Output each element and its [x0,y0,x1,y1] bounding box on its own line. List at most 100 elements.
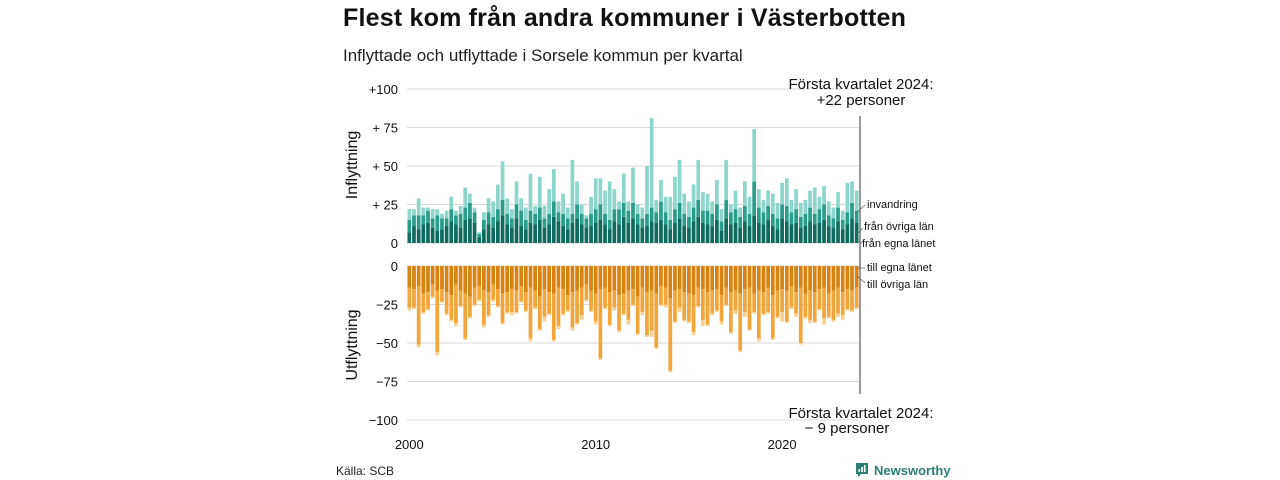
bar-utflyttning-egna [812,266,817,293]
bar-utflyttning-egna [505,266,510,293]
bar-inflyttning-ovriga [631,202,635,219]
bar-utflyttning-utvandring [812,321,817,323]
bar-utflyttning-utvandring [528,338,533,342]
bar-inflyttning-egna [794,222,798,243]
bar-inflyttning-egna [407,232,412,243]
bar-utflyttning-ovriga [798,287,803,343]
bar-utflyttning-ovriga [519,286,524,302]
bar-inflyttning-egna [822,219,826,243]
bar-utflyttning-ovriga [486,292,491,316]
bar-inflyttning-egna [850,218,854,243]
bar-inflyttning-egna [808,221,812,243]
bar-utflyttning-egna [766,266,770,288]
bar-inflyttning-ovriga [673,209,677,223]
bar-inflyttning-invandring [421,207,426,216]
bar-inflyttning-egna [514,218,519,243]
x-tick-label: 2000 [395,437,424,452]
bar-utflyttning-utvandring [733,310,738,314]
bar-utflyttning-egna [724,266,729,288]
bar-utflyttning-utvandring [845,309,850,311]
bar-inflyttning-ovriga [454,215,458,225]
bar-utflyttning-ovriga [640,287,645,313]
bar-utflyttning-ovriga [556,287,561,327]
bar-inflyttning-egna [440,229,444,243]
bar-utflyttning-egna [598,266,603,290]
bar-inflyttning-ovriga [668,219,673,230]
bar-inflyttning-egna [416,229,421,243]
bars [407,118,859,373]
bar-utflyttning-utvandring [565,310,570,313]
bar-utflyttning-utvandring [519,301,524,303]
bar-utflyttning-egna [435,266,440,291]
y-tick-label-bottom: −100 [369,413,398,428]
bar-inflyttning-invandring [496,184,500,210]
bar-inflyttning-egna [430,227,435,243]
bar-inflyttning-invandring [533,206,538,214]
bar-utflyttning-utvandring [584,299,589,302]
bar-utflyttning-egna [621,266,626,294]
bar-utflyttning-utvandring [766,312,770,314]
bar-inflyttning-ovriga [854,210,859,223]
bar-utflyttning-ovriga [719,295,724,322]
bar-utflyttning-utvandring [421,312,426,314]
bar-utflyttning-utvandring [682,319,687,322]
bar-utflyttning-ovriga [631,289,635,305]
bar-utflyttning-ovriga [705,292,710,325]
bar-inflyttning-invandring [500,161,505,200]
bar-utflyttning-utvandring [780,312,784,322]
bar-inflyttning-egna [784,221,789,243]
bar-utflyttning-utvandring [808,319,812,323]
bar-utflyttning-ovriga [412,289,416,308]
bar-utflyttning-utvandring [645,335,649,337]
bar-utflyttning-utvandring [486,315,491,317]
bar-utflyttning-utvandring [607,324,612,327]
bar-inflyttning-invandring [705,193,710,211]
bar-inflyttning-ovriga [635,213,640,225]
bar-inflyttning-invandring [733,190,738,210]
bar-utflyttning-egna [547,266,551,293]
bar-utflyttning-utvandring [547,313,551,316]
y-axis-title-bottom: Utflyttning [344,309,361,380]
bar-inflyttning-egna [682,226,687,243]
bar-inflyttning-egna [584,227,589,243]
bar-utflyttning-egna [565,266,570,296]
bar-utflyttning-ovriga [715,289,719,311]
bar-utflyttning-utvandring [514,312,519,314]
bar-utflyttning-ovriga [407,287,412,308]
bar-utflyttning-egna [486,266,491,293]
bar-utflyttning-egna [794,266,798,293]
bar-inflyttning-egna [817,222,822,243]
bar-inflyttning-invandring [780,182,784,205]
bar-inflyttning-egna [551,216,556,243]
bar-utflyttning-egna [468,266,472,297]
bar-inflyttning-ovriga [412,215,416,227]
bar-inflyttning-ovriga [509,218,514,228]
bar-utflyttning-ovriga [673,290,677,322]
bar-utflyttning-ovriga [677,289,682,308]
bar-utflyttning-utvandring [728,332,733,334]
bar-inflyttning-invandring [589,196,593,214]
series-label-invandring: invandring [867,199,918,211]
bar-utflyttning-utvandring [677,307,682,313]
bar-utflyttning-utvandring [589,310,593,313]
bar-inflyttning-egna [617,224,621,243]
bar-inflyttning-ovriga [808,207,812,222]
bar-utflyttning-utvandring [668,370,673,373]
bar-inflyttning-ovriga [528,210,533,223]
bar-utflyttning-ovriga [794,292,798,314]
bar-inflyttning-invandring [635,204,640,214]
bar-inflyttning-egna [649,221,654,243]
bar-utflyttning-egna [458,266,463,291]
bar-utflyttning-egna [551,266,556,294]
bar-inflyttning-ovriga [589,213,593,227]
bar-inflyttning-invandring [850,181,854,203]
bar-inflyttning-invandring [579,204,584,214]
bar-inflyttning-invandring [454,210,458,216]
bar-utflyttning-utvandring [673,321,677,323]
bar-utflyttning-egna [523,266,528,293]
bar-inflyttning-invandring [468,193,472,203]
bar-utflyttning-utvandring [523,310,528,313]
bar-inflyttning-invandring [645,166,649,214]
bar-inflyttning-invandring [710,201,715,214]
bar-utflyttning-utvandring [836,313,840,317]
